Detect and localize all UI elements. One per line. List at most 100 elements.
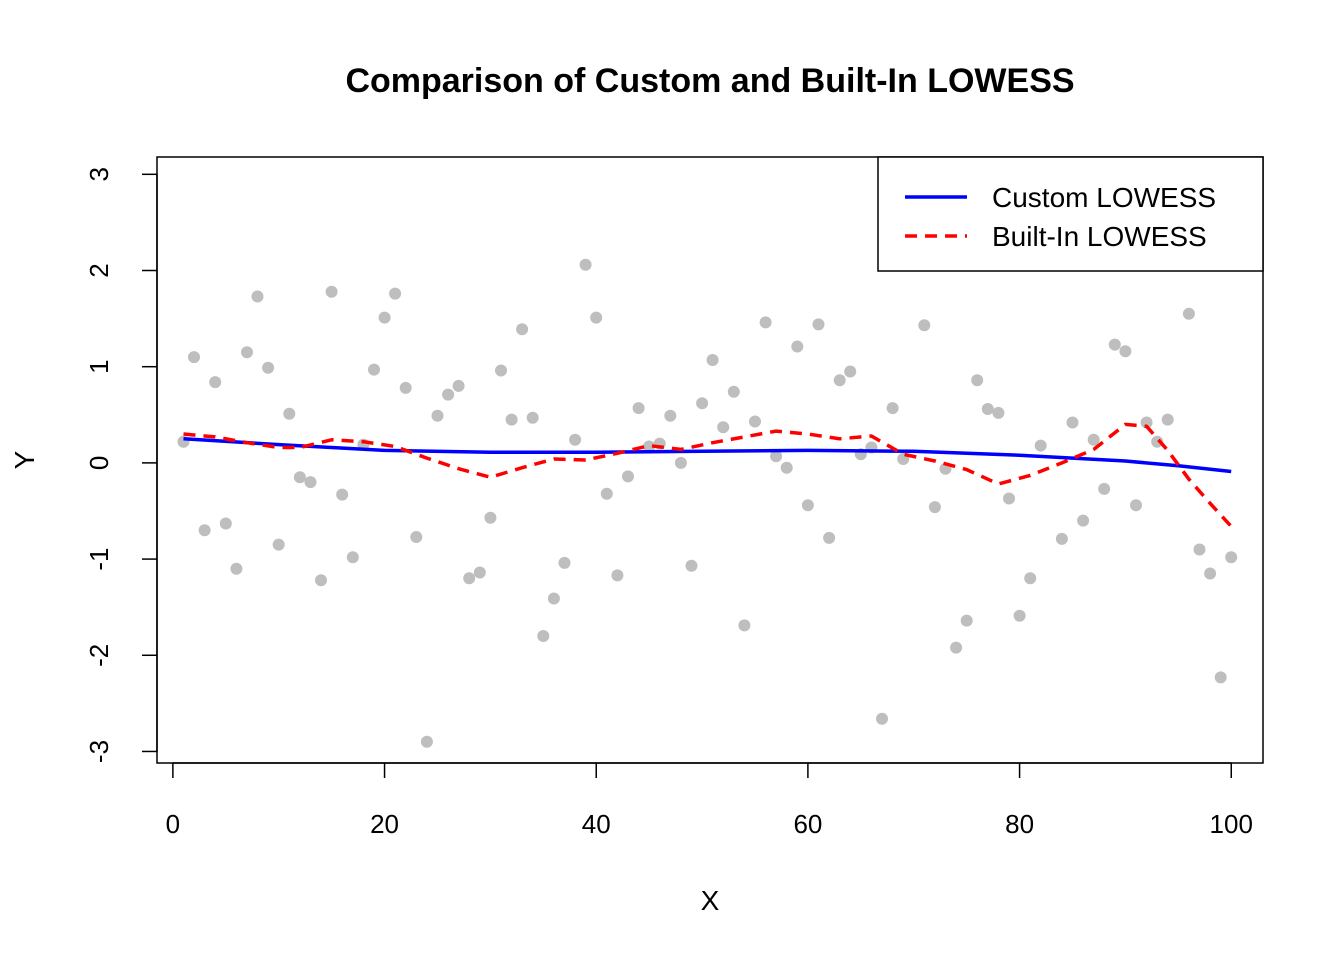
data-point [1193,543,1206,556]
y-tick-label: 0 [84,456,114,470]
smooth-lines [183,422,1233,528]
y-tick-label: -3 [84,740,114,763]
data-point [1003,492,1015,505]
y-tick-label: -1 [84,548,114,571]
data-point [410,531,423,543]
data-point [992,406,1005,419]
data-point [971,374,984,387]
x-axis: 0 20 40 60 80 100 [166,762,1253,839]
data-point [696,397,709,410]
legend-box [877,156,1264,272]
chart-title: Comparison of Custom and Built-In LOWESS [345,62,1074,100]
y-axis-title: Y [9,450,40,469]
data-point [1098,482,1111,495]
data-point [590,311,603,324]
data-point [738,619,751,632]
data-point [346,551,359,564]
data-point [473,566,486,579]
data-point [262,361,275,374]
series-line-custom-lowess [183,437,1232,474]
data-point [833,374,846,387]
data-point [1214,671,1227,684]
data-point [251,290,264,303]
data-point [516,323,529,336]
data-point [1087,433,1100,446]
data-point [336,488,349,501]
x-tick-label: 100 [1210,809,1253,839]
data-point [622,470,634,483]
data-point [420,735,433,748]
data-point [431,409,444,422]
data-point [378,311,391,324]
data-point [368,363,380,376]
data-point [664,409,677,422]
data-point [1225,551,1238,564]
data-point [1204,567,1217,580]
data-point [717,421,730,434]
data-point [569,433,582,446]
data-point [241,346,253,359]
y-axis: -3 -2 -1 0 1 2 3 [84,167,158,763]
x-tick-label: 20 [370,809,399,839]
data-point [727,385,740,398]
data-point [1161,413,1174,426]
data-point [749,415,761,428]
data-point [823,531,836,544]
data-point [632,402,645,415]
data-point [209,376,222,389]
data-point [484,511,497,524]
data-point [325,285,338,298]
data-point [399,381,412,394]
data-point [801,499,814,512]
data-point [230,562,243,575]
data-point [558,556,571,569]
data-point [928,501,941,514]
data-point [1055,532,1068,545]
data-point [452,379,465,392]
data-point [600,487,613,500]
x-tick-label: 60 [793,809,822,839]
data-point [791,340,804,353]
data-point [844,365,857,378]
x-tick-label: 80 [1005,809,1034,839]
data-point [1066,416,1079,429]
data-point [198,524,211,537]
data-point [315,574,327,587]
data-point [442,388,455,401]
data-point [674,456,687,469]
data-point [759,316,772,329]
data-point [1119,345,1132,358]
data-point [1130,499,1142,512]
data-point [1034,439,1047,452]
data-point [1151,435,1164,448]
data-point [505,413,518,426]
data-point [812,318,825,331]
scatter-points [177,258,1238,748]
x-axis-title: X [701,885,720,916]
data-point [526,411,539,424]
data-point [685,559,698,572]
series-line-built-in-lowess [183,422,1233,528]
x-tick-label: 40 [582,809,611,839]
data-point [876,712,888,725]
legend-label-custom-lowess: Custom LOWESS [992,182,1216,213]
data-point [495,364,507,377]
data-point [537,630,550,642]
data-point [293,471,306,484]
y-tick-label: 1 [84,359,114,373]
y-tick-label: -2 [84,644,114,667]
data-point [706,354,719,366]
data-point [579,258,592,271]
data-point [1140,416,1153,429]
data-point [389,287,402,300]
data-point [304,476,317,489]
data-point [981,403,994,415]
data-point [611,569,624,582]
data-point [780,461,793,474]
data-point [886,402,899,415]
data-point [1024,572,1037,585]
data-point [918,319,931,332]
data-point [1013,609,1026,622]
data-point [283,407,296,420]
